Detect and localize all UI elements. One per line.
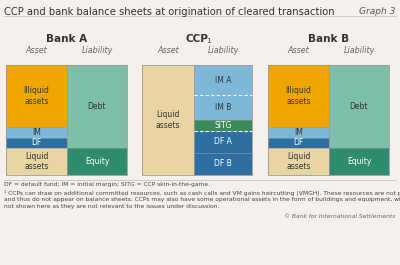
Bar — [268, 138, 329, 148]
Text: © Bank for International Settlements: © Bank for International Settlements — [284, 214, 395, 219]
Bar — [142, 65, 194, 175]
Bar — [268, 65, 389, 175]
Bar — [194, 120, 252, 131]
Text: DF B: DF B — [214, 160, 232, 169]
Text: ¹ CCPs can draw on additional committed resources, such as cash calls and VM gai: ¹ CCPs can draw on additional committed … — [4, 190, 400, 196]
Text: IM A: IM A — [215, 76, 231, 85]
Text: IM B: IM B — [215, 103, 231, 112]
Bar — [194, 153, 252, 175]
Text: DF: DF — [293, 138, 304, 147]
Text: Graph 3: Graph 3 — [359, 7, 395, 16]
Text: Asset: Asset — [288, 46, 309, 55]
Bar — [268, 127, 329, 138]
Text: Liquid
assets: Liquid assets — [156, 110, 180, 130]
Bar — [142, 65, 252, 175]
Bar — [329, 148, 389, 175]
Text: 1: 1 — [206, 38, 210, 44]
Text: IM: IM — [32, 128, 41, 137]
Text: DF A: DF A — [214, 138, 232, 147]
Text: Liquid
assets: Liquid assets — [24, 152, 49, 171]
Text: Asset: Asset — [26, 46, 47, 55]
Text: CCP: CCP — [186, 34, 208, 44]
Bar — [194, 131, 252, 153]
Bar — [194, 65, 252, 95]
Bar — [329, 65, 389, 148]
Bar — [268, 65, 329, 127]
Text: Illiquid
assets: Illiquid assets — [286, 86, 312, 106]
Text: not shown here as they are not relevant to the issues under discussion.: not shown here as they are not relevant … — [4, 204, 219, 209]
Text: Liability: Liability — [343, 46, 375, 55]
Bar — [6, 148, 67, 175]
Text: SITG: SITG — [214, 121, 232, 130]
Bar — [6, 138, 67, 148]
Text: and thus do not appear on balance sheets. CCPs may also have some operational as: and thus do not appear on balance sheets… — [4, 197, 400, 202]
Text: Debt: Debt — [88, 102, 106, 111]
Text: Bank A: Bank A — [46, 34, 87, 44]
Bar — [6, 127, 67, 138]
Text: Liability: Liability — [207, 46, 239, 55]
Text: CCP and bank balance sheets at origination of cleared transaction: CCP and bank balance sheets at originati… — [4, 7, 335, 17]
Text: Bank B: Bank B — [308, 34, 349, 44]
Bar — [6, 65, 127, 175]
Text: Liquid
assets: Liquid assets — [286, 152, 311, 171]
Text: Illiquid
assets: Illiquid assets — [24, 86, 50, 106]
Text: Equity: Equity — [85, 157, 109, 166]
Text: Debt: Debt — [350, 102, 368, 111]
Text: DF: DF — [31, 138, 42, 147]
Bar — [67, 65, 127, 148]
Text: IM: IM — [294, 128, 303, 137]
Bar — [268, 148, 329, 175]
Text: Liability: Liability — [81, 46, 113, 55]
Text: DF = default fund; IM = initial margin; SITG = CCP skin-in-the-game.: DF = default fund; IM = initial margin; … — [4, 182, 210, 187]
Bar — [194, 95, 252, 120]
Bar — [67, 148, 127, 175]
Bar — [6, 65, 67, 127]
Text: Asset: Asset — [157, 46, 179, 55]
Text: Equity: Equity — [347, 157, 371, 166]
